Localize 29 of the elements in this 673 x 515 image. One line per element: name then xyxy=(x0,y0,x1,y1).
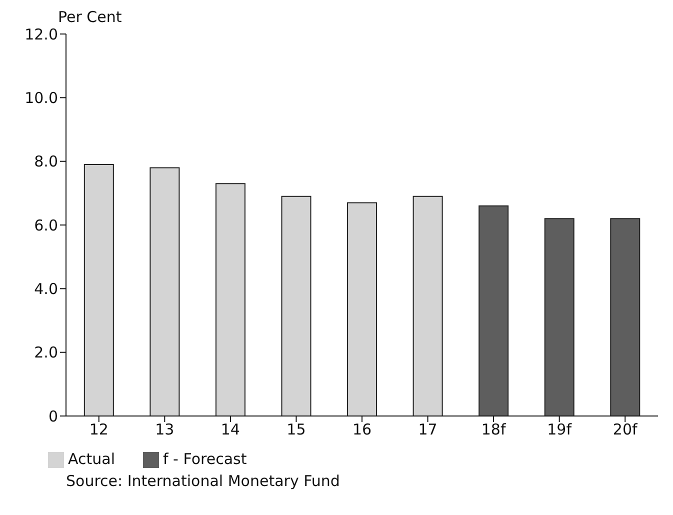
x-tick-label: 16 xyxy=(352,420,372,439)
source-note: Source: International Monetary Fund xyxy=(66,472,341,490)
x-tick-label: 20f xyxy=(612,420,638,439)
y-tick-label: 12.0 xyxy=(24,25,58,44)
x-tick-label: 19f xyxy=(547,420,572,439)
legend-label: f - Forecast xyxy=(163,450,247,468)
bar xyxy=(478,205,509,416)
bar xyxy=(281,196,312,416)
y-tick-label: 0 xyxy=(48,407,58,426)
x-tick-label: 13 xyxy=(155,420,174,439)
x-tick-label: 18f xyxy=(481,420,506,439)
bar xyxy=(150,167,180,416)
bar xyxy=(544,218,574,416)
bar xyxy=(84,164,114,416)
y-axis-title: Per Cent xyxy=(58,8,122,26)
y-tick-label: 6.0 xyxy=(34,216,58,234)
bar xyxy=(215,183,246,416)
y-tick-label: 10.0 xyxy=(24,88,58,107)
x-tick-label: 17 xyxy=(418,420,438,439)
y-tick-label: 8.0 xyxy=(34,152,58,171)
bar xyxy=(412,196,443,416)
x-tick-label: 14 xyxy=(220,420,240,439)
bar xyxy=(610,218,640,416)
y-tick-label: 4.0 xyxy=(34,280,58,298)
legend-label: Actual xyxy=(68,450,115,468)
bar xyxy=(347,202,378,416)
x-tick-label: 15 xyxy=(286,420,306,439)
y-tick-label: 2.0 xyxy=(34,344,58,362)
x-tick-label: 12 xyxy=(89,420,108,439)
